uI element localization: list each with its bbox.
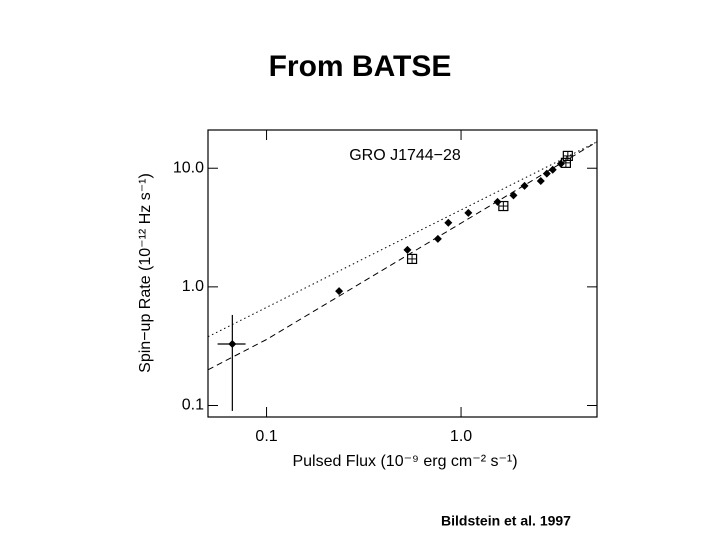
diamond-marker [335,287,344,296]
diamond-marker [228,339,237,348]
diamond-marker [403,245,412,254]
plot-frame [207,129,598,418]
chart-title: GRO J1744−28 [349,147,461,164]
model-line [207,141,598,338]
square-marker [406,253,418,265]
x-tick-label: 0.1 [255,428,277,445]
slide-title: From BATSE [269,50,452,83]
square-marker [560,157,572,168]
diamond-marker [520,181,529,190]
citation: Bildstein et al. 1997 [441,513,571,529]
diamond-marker [433,234,442,243]
square-marker [562,150,573,162]
diamond-marker [444,218,453,227]
diamond-marker [493,197,502,206]
y-tick-label: 10.0 [173,159,204,176]
model-line [207,141,598,371]
square-marker [498,200,509,212]
diamond-marker [536,177,545,186]
y-axis-label: Spin−up Rate (10⁻¹² Hz s⁻¹) [137,173,154,373]
diamond-marker [542,169,551,178]
y-tick-label: 0.1 [182,397,204,414]
diamond-marker [464,208,473,217]
x-axis-label: Pulsed Flux (10⁻⁹ erg cm⁻² s⁻¹) [292,453,517,470]
x-tick-label: 1.0 [450,428,472,445]
diamond-marker [548,165,557,174]
y-tick-label: 1.0 [182,278,204,295]
